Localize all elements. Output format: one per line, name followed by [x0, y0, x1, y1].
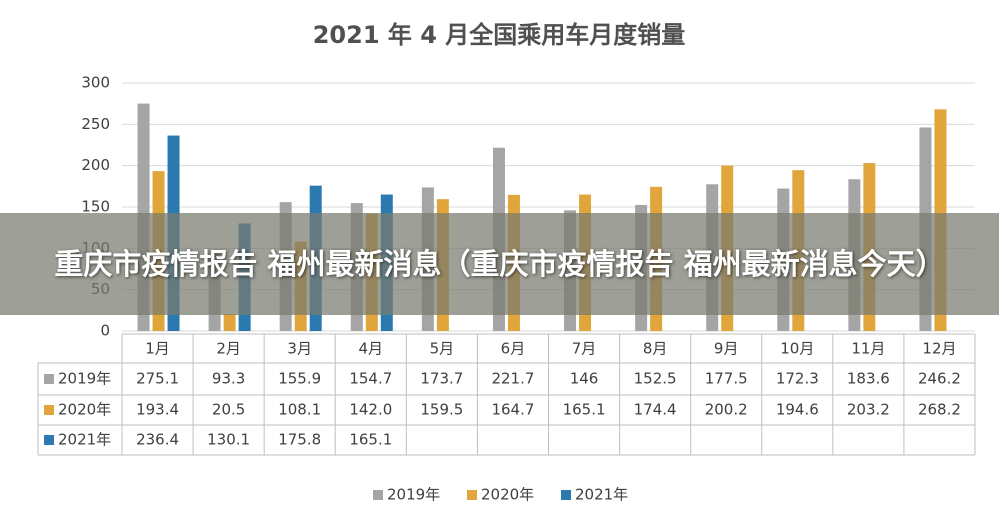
table-value: 200.2 [705, 401, 748, 419]
legend-swatch [467, 490, 477, 500]
table-value: 183.6 [847, 370, 890, 388]
table-legend-swatch [44, 435, 54, 445]
y-tick-label: 150 [81, 198, 110, 216]
x-tick-label: 2月 [216, 340, 241, 358]
legend-label: 2019年 [387, 486, 440, 504]
table-value: 236.4 [136, 431, 179, 449]
x-tick-label: 6月 [501, 340, 526, 358]
x-tick-label: 12月 [922, 340, 956, 358]
table-value: 203.2 [847, 401, 890, 419]
table-value: 246.2 [918, 370, 961, 388]
table-value: 165.1 [563, 401, 606, 419]
legend-label: 2021年 [575, 486, 628, 504]
table-value: 275.1 [136, 370, 179, 388]
table-value: 108.1 [278, 401, 321, 419]
x-tick-label: 5月 [430, 340, 455, 358]
table-value: 20.5 [212, 401, 245, 419]
table-value: 93.3 [212, 370, 245, 388]
table-value: 152.5 [634, 370, 677, 388]
x-tick-label: 3月 [287, 340, 312, 358]
table-value: 194.6 [776, 401, 819, 419]
table-value: 193.4 [136, 401, 179, 419]
table-row-label: 2019年 [58, 370, 111, 388]
table-legend-swatch [44, 374, 54, 384]
bar [223, 314, 236, 331]
table-value: 175.8 [278, 431, 321, 449]
x-tick-label: 7月 [572, 340, 597, 358]
table-value: 268.2 [918, 401, 961, 419]
legend-label: 2020年 [481, 486, 534, 504]
table-value: 159.5 [420, 401, 463, 419]
x-tick-label: 4月 [359, 340, 384, 358]
table-value: 164.7 [491, 401, 534, 419]
table-value: 172.3 [776, 370, 819, 388]
overlay-text: 重庆市疫情报告 福州最新消息（重庆市疫情报告 福州最新消息今天） [54, 247, 945, 281]
table-row-label: 2020年 [58, 401, 111, 419]
table-value: 174.4 [634, 401, 677, 419]
y-tick-label: 0 [100, 322, 110, 340]
table-value: 154.7 [349, 370, 392, 388]
table-value: 177.5 [705, 370, 748, 388]
table-value: 130.1 [207, 431, 250, 449]
table-value: 142.0 [349, 401, 392, 419]
y-tick-label: 300 [81, 74, 110, 92]
legend-swatch [373, 490, 383, 500]
table-row-label: 2021年 [58, 431, 111, 449]
x-tick-label: 1月 [145, 340, 170, 358]
table-value: 155.9 [278, 370, 321, 388]
x-tick-label: 11月 [851, 340, 885, 358]
table-legend-swatch [44, 405, 54, 415]
y-tick-label: 200 [81, 156, 110, 174]
x-tick-label: 8月 [643, 340, 668, 358]
x-tick-label: 9月 [714, 340, 739, 358]
table-value: 165.1 [349, 431, 392, 449]
table-value: 221.7 [491, 370, 534, 388]
overlay-banner: 重庆市疫情报告 福州最新消息（重庆市疫情报告 福州最新消息今天） [0, 213, 999, 315]
legend-swatch [561, 490, 571, 500]
x-tick-label: 10月 [780, 340, 814, 358]
table-value: 173.7 [420, 370, 463, 388]
chart-title: 2021 年 4 月全国乘用车月度销量 [313, 21, 686, 49]
table-value: 146 [570, 370, 599, 388]
y-tick-label: 250 [81, 115, 110, 133]
